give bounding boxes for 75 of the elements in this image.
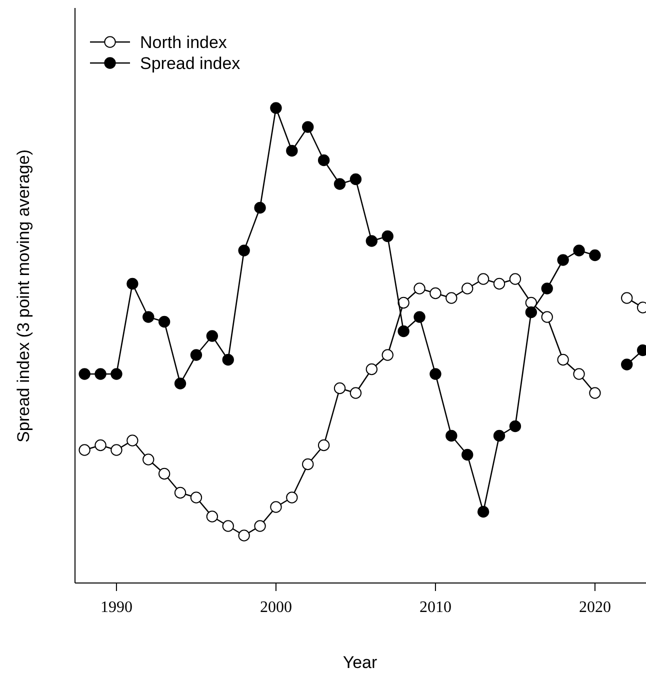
point [142, 454, 154, 466]
point [78, 444, 90, 456]
point [589, 387, 601, 399]
point [462, 448, 474, 461]
point [222, 354, 234, 366]
point [621, 292, 633, 304]
point [254, 520, 266, 532]
point [206, 510, 218, 522]
point [302, 458, 314, 470]
point [334, 178, 346, 190]
point [238, 244, 250, 256]
point [238, 530, 250, 542]
point [126, 434, 138, 446]
point [398, 296, 410, 309]
point [430, 368, 442, 380]
point [302, 121, 314, 133]
point [430, 287, 442, 300]
point [398, 325, 410, 338]
point [414, 311, 426, 323]
point [334, 382, 346, 394]
point [190, 349, 202, 361]
point [493, 278, 506, 290]
point [541, 282, 553, 294]
point [621, 358, 633, 370]
point [158, 316, 170, 328]
point [318, 439, 330, 452]
point [446, 430, 458, 442]
point [142, 311, 154, 323]
x-tick-label: 2020 [578, 599, 611, 616]
point [78, 368, 90, 380]
point [573, 244, 585, 256]
point [573, 368, 585, 380]
legend-label: Spread index [140, 54, 241, 73]
point [589, 249, 601, 262]
point [158, 468, 170, 480]
point [318, 154, 330, 166]
point [206, 330, 218, 342]
point [350, 173, 362, 186]
point [94, 439, 106, 452]
point [286, 144, 298, 157]
point [462, 282, 474, 294]
point [254, 202, 266, 214]
point [509, 420, 522, 432]
point [382, 349, 394, 361]
point [366, 363, 378, 376]
x-axis-title: Year [342, 653, 378, 672]
point [557, 254, 569, 266]
point [477, 273, 490, 285]
point [126, 278, 138, 290]
x-tick-label: 2000 [260, 599, 292, 616]
x-tick-label: 1990 [100, 599, 132, 616]
point [382, 230, 394, 242]
point [414, 282, 426, 294]
legend-label: North index [140, 32, 228, 52]
point [270, 102, 282, 114]
x-tick-label: 2010 [419, 599, 452, 616]
point [493, 430, 506, 442]
point [366, 235, 378, 247]
point [110, 444, 122, 456]
point [94, 368, 106, 380]
point [509, 273, 522, 285]
point [350, 387, 362, 399]
point [222, 520, 234, 532]
point [541, 311, 553, 323]
point [446, 292, 458, 304]
point [190, 492, 202, 504]
point [477, 506, 490, 518]
y-axis-title: Spread index (3 point moving average) [14, 150, 33, 442]
point [174, 486, 186, 499]
point [286, 492, 298, 504]
point [174, 378, 186, 390]
point [270, 501, 282, 513]
point [557, 354, 569, 366]
point [110, 368, 122, 380]
point [525, 306, 538, 318]
